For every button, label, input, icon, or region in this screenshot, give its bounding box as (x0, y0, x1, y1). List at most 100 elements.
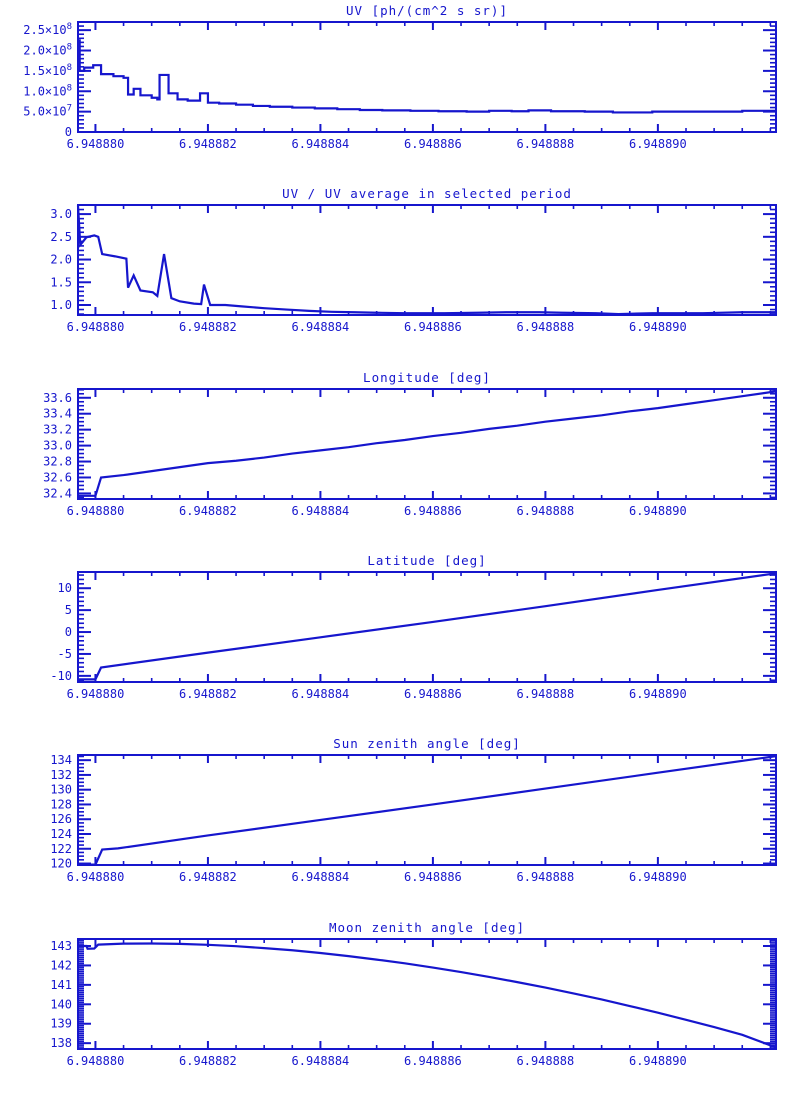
x-tick-label: 6.948882 (179, 1054, 237, 1068)
y-tick-label: 3.0 (50, 207, 72, 221)
x-tick-label: 6.948882 (179, 870, 237, 884)
x-tick-label: 6.948888 (517, 870, 575, 884)
chart-moon-zenith: Moon zenith angle [deg] 138 139 140 141 142 1… (0, 917, 800, 1100)
y-tick-label: 130 (50, 783, 72, 797)
x-tick-label: 6.948880 (67, 870, 125, 884)
x-tick-label: 6.948884 (292, 1054, 350, 1068)
y-tick-label: 142 (50, 958, 72, 972)
x-tick-label: 6.948888 (517, 687, 575, 701)
x-tick-label: 6.948882 (179, 320, 237, 334)
y-tick-label: 141 (50, 978, 72, 992)
plot-box (77, 754, 777, 867)
y-tick-label: 124 (50, 827, 72, 841)
axis-labels: 32.4 32.6 32.8 33.0 33.2 33.4 33.6 6.948880 6.94… (43, 390, 687, 517)
plot-box (77, 937, 777, 1050)
x-tick-label: 6.948886 (404, 870, 462, 884)
data-line (76, 205, 776, 316)
data-line (78, 39, 776, 114)
y-tick-label: 32.4 (43, 486, 72, 500)
x-tick-label: 6.948884 (292, 870, 350, 884)
y-tick-label: 2.0 (50, 253, 72, 267)
axis-ticks (78, 571, 776, 682)
chart-canvas: 0 5.0×107 1.0×108 1.5×108 2.0×108 2.5×108 6.94… (23, 20, 777, 151)
y-tick-label: 132 (50, 768, 72, 782)
axis-ticks (78, 388, 776, 499)
y-tick-label: -5 (58, 647, 72, 661)
y-tick-label: 0 (65, 125, 72, 139)
x-tick-label: 6.948882 (179, 137, 237, 151)
x-tick-label: 6.948890 (629, 687, 687, 701)
axis-labels: -10 -5 0 5 10 6.948880 6.948882 6.948884 6.94888… (50, 581, 686, 701)
y-tick-label: 2.0×108 (23, 43, 72, 58)
y-tick-label: 1.0×108 (23, 83, 72, 98)
x-tick-label: 6.948886 (404, 137, 462, 151)
x-tick-label: 6.948888 (517, 1054, 575, 1068)
axis-labels: 0 5.0×107 1.0×108 1.5×108 2.0×108 2.5×108 6.94… (23, 22, 686, 151)
x-tick-label: 6.948890 (629, 504, 687, 518)
x-tick-label: 6.948888 (517, 137, 575, 151)
data-line (78, 572, 777, 681)
y-tick-label: 33.0 (43, 438, 72, 452)
x-tick-label: 6.948884 (292, 504, 350, 518)
x-tick-label: 6.948884 (292, 687, 350, 701)
y-tick-label: 0 (65, 625, 72, 639)
y-tick-label: 33.6 (43, 390, 72, 404)
x-tick-label: 6.948882 (179, 687, 237, 701)
x-tick-label: 6.948880 (67, 1054, 125, 1068)
y-tick-label: 138 (50, 1036, 72, 1050)
y-tick-label: 5 (65, 603, 72, 617)
y-tick-label: 1.5×108 (23, 63, 72, 78)
y-tick-label: 5.0×107 (23, 104, 72, 119)
x-tick-label: 6.948886 (404, 504, 462, 518)
y-tick-label: 10 (58, 581, 72, 595)
y-tick-label: 143 (50, 939, 72, 953)
chart-canvas: 138 139 140 141 142 143 6.948880 6.948882 6.9488… (50, 937, 777, 1068)
y-tick-label: 32.6 (43, 470, 72, 484)
chart-canvas: 32.4 32.6 32.8 33.0 33.2 33.4 33.6 6.948880 6.94… (43, 387, 777, 518)
y-tick-label: 139 (50, 1016, 72, 1030)
x-tick-label: 6.948886 (404, 1054, 462, 1068)
x-tick-label: 6.948880 (67, 137, 125, 151)
chart-uv: UV [ph/(cm^2 s sr)] 0 5.0×107 1.0×108 1.5×1… (0, 0, 800, 183)
plot-box (77, 387, 777, 500)
y-tick-label: 1.5 (50, 276, 72, 290)
y-tick-label: 2.5×108 (23, 22, 72, 37)
x-tick-label: 6.948880 (67, 687, 125, 701)
data-line (78, 942, 777, 1049)
chart-title-uv: UV [ph/(cm^2 s sr)] (346, 3, 508, 18)
x-tick-label: 6.948886 (404, 320, 462, 334)
plot-box (77, 204, 777, 317)
x-tick-label: 6.948890 (629, 137, 687, 151)
chart-title-latitude: Latitude [deg] (367, 552, 487, 568)
chart-title-sun-zenith: Sun zenith angle [deg] (333, 736, 521, 752)
chart-canvas: -10 -5 0 5 10 6.948880 6.948882 6.948884 6.94888… (50, 570, 777, 701)
x-tick-label: 6.948890 (629, 320, 687, 334)
axis-labels: 1.0 1.5 2.0 2.5 3.0 6.948880 6.948882 6.948884 6… (50, 207, 686, 334)
axis-ticks (78, 938, 776, 1050)
chart-sun-zenith: Sun zenith angle [deg] 120 122 124 126 128 13… (0, 733, 800, 916)
x-tick-label: 6.948884 (292, 137, 350, 151)
y-tick-label: 140 (50, 997, 72, 1011)
y-tick-label: 2.5 (50, 230, 72, 244)
x-tick-label: 6.948884 (292, 320, 350, 334)
axis-ticks (78, 21, 776, 133)
chart-uv-ratio: UV / UV average in selected period 1.0 1.… (0, 183, 800, 366)
data-line (78, 389, 777, 497)
x-tick-label: 6.948880 (67, 504, 125, 518)
y-tick-label: 32.8 (43, 454, 72, 468)
x-tick-label: 6.948886 (404, 687, 462, 701)
x-tick-label: 6.948888 (517, 504, 575, 518)
axis-ticks (78, 755, 776, 866)
y-tick-label: 126 (50, 813, 72, 827)
x-tick-label: 6.948880 (67, 320, 125, 334)
x-tick-label: 6.948890 (629, 1054, 687, 1068)
x-tick-label: 6.948882 (179, 504, 237, 518)
y-tick-label: 122 (50, 842, 72, 856)
chart-title-uv-ratio: UV / UV average in selected period (282, 186, 572, 202)
axis-labels: 138 139 140 141 142 143 6.948880 6.948882 6.9488… (50, 939, 686, 1068)
chart-canvas: 1.0 1.5 2.0 2.5 3.0 6.948880 6.948882 6.948884 6… (50, 204, 777, 334)
axis-ticks (78, 205, 776, 316)
x-tick-label: 6.948890 (629, 870, 687, 884)
